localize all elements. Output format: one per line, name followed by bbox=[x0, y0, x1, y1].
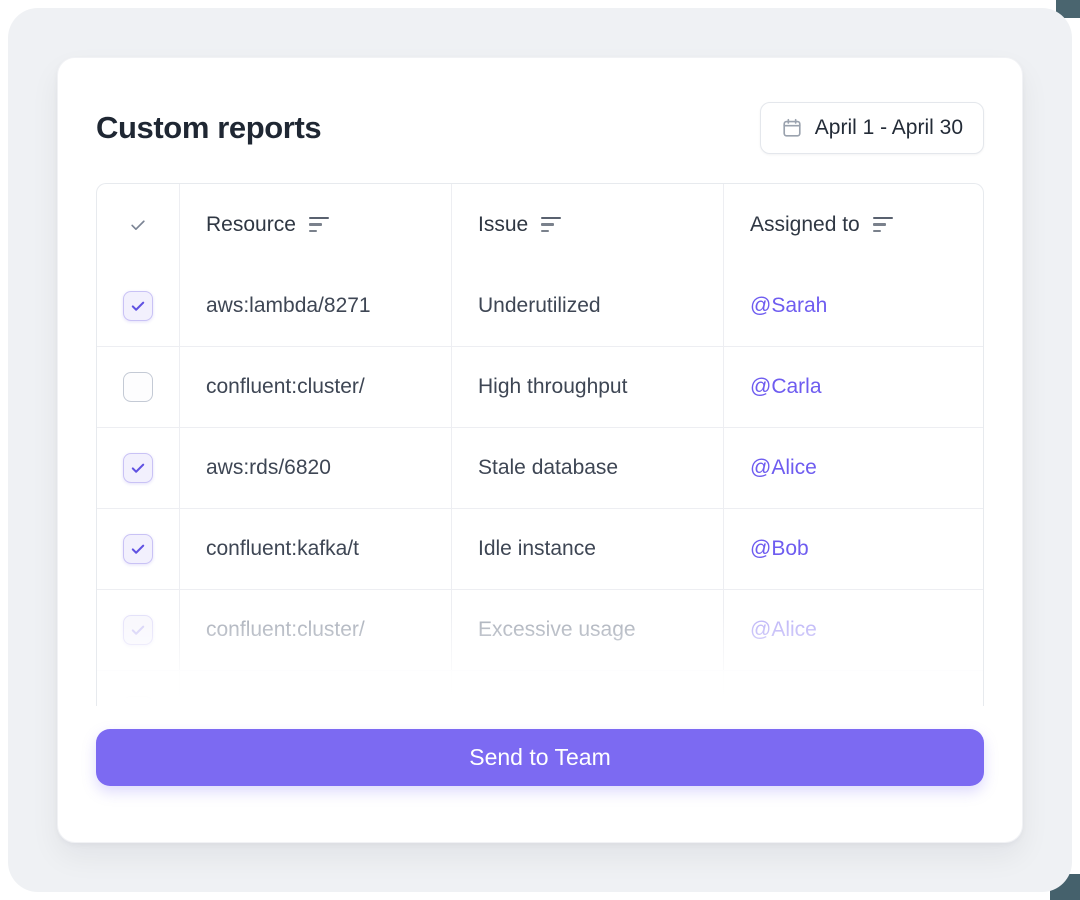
custom-reports-card: Custom reports April 1 - April 30 bbox=[57, 57, 1023, 843]
assignee-link[interactable]: @Alice bbox=[723, 590, 983, 670]
sort-icon[interactable] bbox=[308, 216, 329, 233]
calendar-icon bbox=[783, 118, 801, 137]
table-row: aws:rds/6820 Stale database @Alice bbox=[97, 427, 983, 508]
resource-cell: aws:rds/6820 bbox=[179, 428, 451, 508]
resource-cell: confluent:cluster/ bbox=[179, 347, 451, 427]
sort-icon[interactable] bbox=[872, 216, 893, 233]
dark-corner-top-right bbox=[1056, 0, 1080, 18]
issue-cell bbox=[451, 671, 723, 706]
table-row: confluent:kafka/t Idle instance @Bob bbox=[97, 508, 983, 589]
resource-cell: aws:lambda/8271 bbox=[179, 265, 451, 346]
resource-cell: confluent:kafka/t bbox=[179, 509, 451, 589]
reports-table: Resource Issue Assigned to aws:lambda/82… bbox=[96, 183, 984, 706]
send-to-team-button[interactable]: Send to Team bbox=[96, 729, 984, 786]
resource-cell bbox=[179, 671, 451, 706]
issue-cell: Stale database bbox=[451, 428, 723, 508]
issue-cell: Excessive usage bbox=[451, 590, 723, 670]
row-checkbox[interactable] bbox=[123, 372, 153, 402]
assignee-link[interactable]: @Carla bbox=[723, 347, 983, 427]
row-checkbox[interactable] bbox=[123, 615, 153, 645]
issue-cell: Underutilized bbox=[451, 265, 723, 346]
column-header-assigned-to[interactable]: Assigned to bbox=[723, 184, 983, 265]
date-range-label: April 1 - April 30 bbox=[814, 116, 963, 139]
check-icon bbox=[131, 219, 145, 230]
card-header: Custom reports April 1 - April 30 bbox=[96, 102, 984, 154]
column-header-issue[interactable]: Issue bbox=[451, 184, 723, 265]
issue-cell: Idle instance bbox=[451, 509, 723, 589]
column-header-resource[interactable]: Resource bbox=[179, 184, 451, 265]
assignee-cell bbox=[723, 671, 983, 706]
resource-cell: confluent:cluster/ bbox=[179, 590, 451, 670]
row-checkbox[interactable] bbox=[123, 534, 153, 564]
row-checkbox[interactable] bbox=[123, 696, 153, 706]
page-title: Custom reports bbox=[96, 110, 322, 145]
assignee-link[interactable]: @Sarah bbox=[723, 265, 983, 346]
table-row-partial bbox=[97, 670, 983, 706]
table-row: confluent:cluster/High throughput @Carla bbox=[97, 346, 983, 427]
assignee-link[interactable]: @Alice bbox=[723, 428, 983, 508]
table-header-row: Resource Issue Assigned to bbox=[97, 184, 983, 265]
table-row: confluent:cluster/Excessive usage @Alice bbox=[97, 589, 983, 670]
select-all-header[interactable] bbox=[97, 184, 179, 265]
row-checkbox[interactable] bbox=[123, 453, 153, 483]
date-range-button[interactable]: April 1 - April 30 bbox=[759, 102, 984, 154]
table-body: aws:lambda/8271 Underutilized @Sarah conflu… bbox=[97, 265, 983, 706]
issue-cell: High throughput bbox=[451, 347, 723, 427]
row-checkbox[interactable] bbox=[123, 290, 153, 321]
assignee-link[interactable]: @Bob bbox=[723, 509, 983, 589]
sort-icon[interactable] bbox=[541, 216, 562, 233]
table-row: aws:lambda/8271 Underutilized @Sarah bbox=[97, 265, 983, 346]
